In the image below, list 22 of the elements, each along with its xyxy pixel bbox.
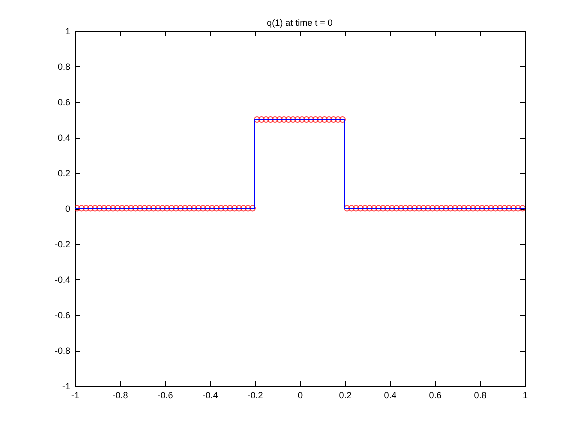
y-tick-label: 0 [65,204,70,214]
y-tick-label: -0.6 [54,310,70,320]
x-tick-label: -0.4 [202,390,218,400]
y-tick-label: 0.2 [58,168,70,178]
x-tick-label: 0.6 [429,390,442,400]
x-tick-label: -0.2 [248,390,264,400]
y-tick-label: -0.8 [54,346,70,356]
y-tick-label: -0.2 [54,240,70,250]
x-tick-label: 0.8 [474,390,487,400]
x-tick-label: 0.2 [339,390,352,400]
y-tick-label: 1 [65,26,70,36]
x-tick-label: -0.8 [112,390,128,400]
y-tick-label: 0.6 [58,98,70,108]
chart-title: q(1) at time t = 0 [267,18,333,28]
y-tick-label: 0.8 [58,62,70,72]
x-tick-label: -0.6 [158,390,174,400]
x-tick-label: 0.4 [384,390,397,400]
x-tick-label: 0 [298,390,304,400]
x-tick-label: 1 [522,390,528,400]
y-tick-label: 0.4 [58,133,70,143]
y-tick-label: -1 [62,382,70,392]
y-tick-label: -0.4 [54,275,70,285]
